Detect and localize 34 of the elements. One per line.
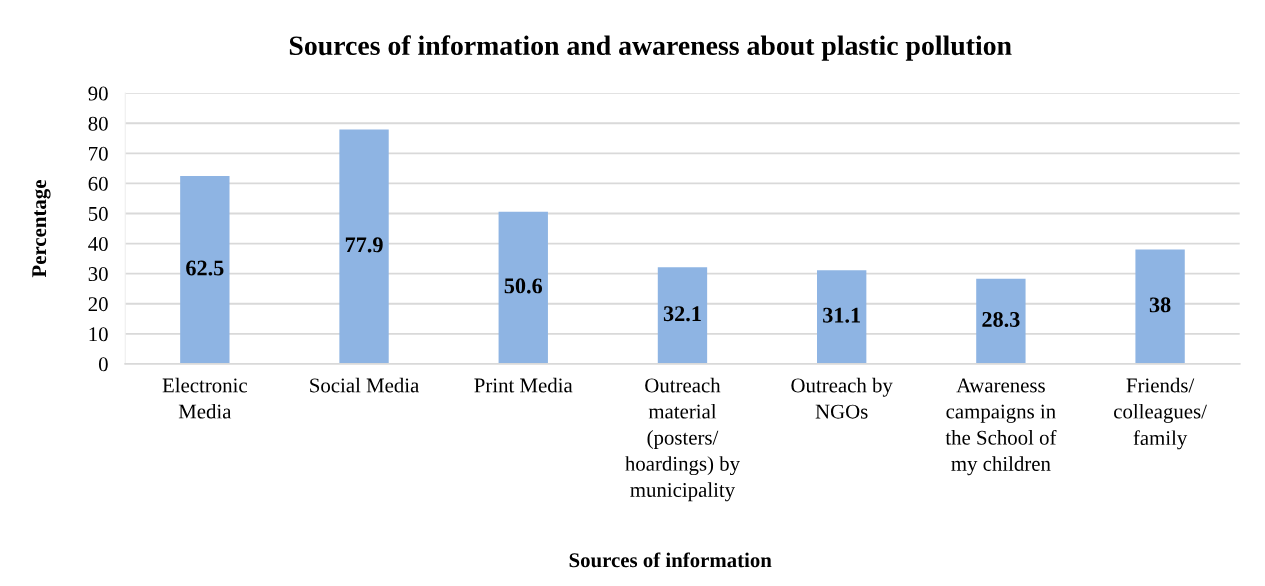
bar: [339, 129, 389, 364]
y-tick-label: 30: [88, 267, 108, 282]
x-tick-label: Friends/ colleagues/ family: [1114, 377, 1207, 450]
y-tick-label: 70: [89, 146, 108, 161]
x-tick-label: Awareness campaigns in the School of my children: [945, 378, 1057, 476]
data-label: 38: [1149, 297, 1171, 313]
x-tick-label: Outreach material (posters/ hoardings) by municipality: [625, 377, 740, 502]
bar: [1135, 249, 1185, 364]
x-axis-title: Sources of information: [569, 552, 772, 568]
data-label: 32.1: [663, 306, 701, 322]
data-label: 50.6: [504, 278, 543, 294]
y-tick-label: 20: [88, 297, 108, 312]
x-tick-label: Social Media: [310, 377, 420, 393]
y-tick-label: 90: [88, 86, 108, 101]
y-tick-label: 50: [88, 206, 108, 221]
data-label: 28.3: [982, 311, 1020, 327]
x-tick-label: Print Media: [474, 377, 573, 393]
x-tick-label: Outreach by NGOs: [791, 377, 893, 419]
y-tick-label: 60: [88, 176, 108, 191]
y-tick-label: 10: [89, 327, 108, 342]
y-tick-label: 80: [88, 116, 108, 131]
bar: [498, 211, 548, 364]
bar: [657, 267, 708, 364]
bar: [976, 278, 1026, 364]
data-label: 77.9: [345, 237, 383, 253]
x-tick-label: Electronic Media: [162, 377, 247, 419]
y-tick-label: 40: [88, 236, 108, 252]
data-label: 62.5: [186, 260, 224, 276]
chart-title: Sources of information and awareness about plastic pollution: [289, 35, 1012, 61]
bar: [817, 270, 867, 364]
y-axis-title: Percentage: [32, 180, 51, 278]
data-label: 31.1: [823, 307, 860, 323]
bar: [180, 175, 230, 364]
y-tick-label: 0: [98, 357, 108, 372]
